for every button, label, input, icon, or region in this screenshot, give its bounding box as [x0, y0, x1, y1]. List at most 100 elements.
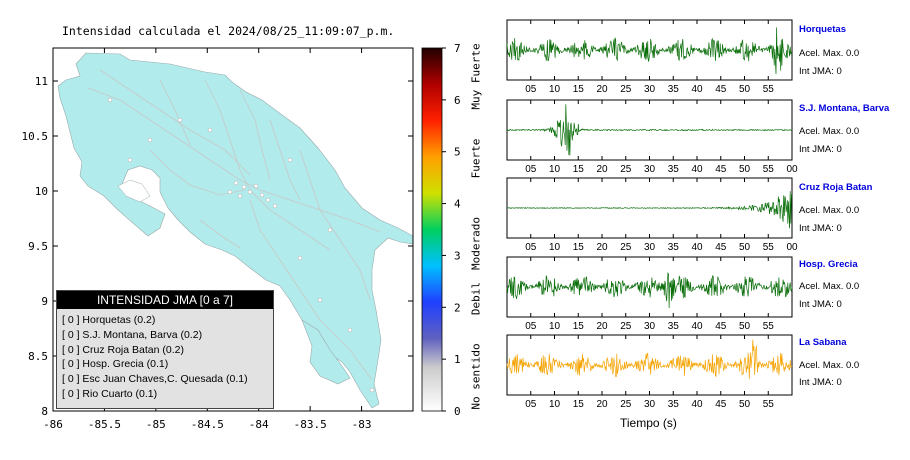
- map-x-tick-label: -83.5: [294, 418, 327, 431]
- colorbar-tick-label: 4: [454, 198, 461, 211]
- time-tick-label: 40: [691, 84, 703, 95]
- time-tick-label: 10: [549, 242, 561, 253]
- time-tick-label: 10: [549, 84, 561, 95]
- colorbar-tick-label: 1: [454, 353, 461, 366]
- time-tick-label: 10: [549, 321, 561, 332]
- legend-item: [ 0 ] S.J. Montana, Barva (0.2): [62, 328, 203, 341]
- map-y-axis: 8 8.5 9 9.5 10 10.5 11: [22, 75, 413, 418]
- seismogram-panel: 05 10 15 20 25 30 35 40 45 50 55 00: [506, 177, 798, 253]
- map-y-tick-label: 11: [35, 75, 48, 88]
- time-tick-label: 10: [549, 164, 561, 175]
- station-jma: Int JMA: 0: [799, 223, 842, 234]
- time-tick-label: 05: [525, 84, 537, 95]
- time-tick-label: 45: [715, 321, 727, 332]
- time-tick-label: 25: [620, 399, 632, 410]
- map-y-tick-label: 10.5: [22, 130, 49, 143]
- time-tick-label: 35: [668, 321, 680, 332]
- map-x-tick-label: -85: [146, 418, 166, 431]
- time-tick-label: 20: [596, 321, 608, 332]
- intensity-legend: INTENSIDAD JMA [0 a 7] [ 0 ] Horquetas (…: [56, 290, 274, 409]
- time-tick-label: 05: [525, 164, 537, 175]
- map-y-tick-label: 9: [41, 295, 48, 308]
- map-x-tick-label: -83: [352, 418, 372, 431]
- time-tick-label: 25: [620, 84, 632, 95]
- legend-item: [ 0 ] Rio Cuarto (0.1): [62, 387, 158, 400]
- map-x-axis: -86 -85.5 -85 -84.5 -84 -83.5 -83: [43, 48, 372, 431]
- time-tick-label: 50: [739, 164, 751, 175]
- legend-item: [ 0 ] Hosp. Grecia (0.1): [62, 358, 169, 371]
- time-tick-label: 45: [715, 164, 727, 175]
- time-tick-label: 05: [525, 321, 537, 332]
- station-name-grecia: Hosp. Grecia: [799, 259, 858, 270]
- time-tick-label: 55: [763, 242, 775, 253]
- map-title: Intensidad calculada el 2024/08/25_11:09…: [62, 24, 395, 38]
- seismogram-trace: [506, 191, 793, 229]
- seismogram-trace: [506, 104, 793, 156]
- station-accel: Acel. Max. 0.0: [799, 360, 860, 371]
- map-y-tick-label: 9.5: [28, 240, 48, 253]
- seismogram-trace: [506, 339, 793, 379]
- time-tick-label: 05: [525, 399, 537, 410]
- colorbar-label-moderado: Moderado: [469, 217, 483, 270]
- colorbar-tick-label: 5: [454, 146, 461, 159]
- time-tick-label: 30: [644, 164, 656, 175]
- time-tick-label: 40: [691, 321, 703, 332]
- roads-layer: [87, 69, 381, 381]
- time-tick-label: 55: [763, 164, 775, 175]
- time-tick-label: 25: [620, 164, 632, 175]
- legend-list: [ 0 ] Horquetas (0.2) [ 0 ] S.J. Montana…: [57, 309, 273, 402]
- seismogram-panel: 05 10 15 20 25 30 35 40 45 50 55: [506, 334, 793, 410]
- time-tick-label: 35: [668, 84, 680, 95]
- colorbar-tick-label: 6: [454, 94, 461, 107]
- station-jma: Int JMA: 0: [799, 144, 842, 155]
- time-tick-label: 55: [763, 399, 775, 410]
- colorbar-label-muy-fuerte: Muy Fuerte: [469, 43, 483, 110]
- map-y-tick-label: 8: [41, 405, 48, 418]
- time-tick-label: 10: [549, 399, 561, 410]
- time-tick-label: 35: [668, 399, 680, 410]
- station-accel: Acel. Max. 0.0: [799, 281, 860, 292]
- time-tick-label: 50: [739, 399, 751, 410]
- time-tick-label: 50: [739, 242, 751, 253]
- time-tick-label: 55: [763, 84, 775, 95]
- colorbar-tick-label: 3: [454, 249, 461, 262]
- seismogram-panel: 05 10 15 20 25 30 35 40 45 50 55 00: [506, 99, 798, 175]
- time-tick-label: 15: [573, 242, 585, 253]
- time-tick-label: 00: [786, 164, 798, 175]
- osa-peninsula: [301, 319, 351, 385]
- colorbar-label-no-sentido: No sentido: [469, 343, 483, 410]
- time-tick-label: 50: [739, 321, 751, 332]
- colorbar-tick-label: 7: [454, 42, 461, 55]
- map-y-tick-label: 8.5: [28, 350, 48, 363]
- time-tick-label: 35: [668, 164, 680, 175]
- time-tick-label: 55: [763, 321, 775, 332]
- time-tick-label: 15: [573, 321, 585, 332]
- station-name-cruz-roja: Cruz Roja Batan: [799, 182, 873, 193]
- map-frame: [52, 47, 414, 412]
- colorbar-tick-label: 0: [454, 405, 461, 418]
- time-tick-label: 25: [620, 242, 632, 253]
- time-tick-label: 45: [715, 84, 727, 95]
- time-axis-label: Tiempo (s): [620, 416, 677, 430]
- station-name-la-sabana: La Sabana: [799, 337, 847, 348]
- legend-item: [ 0 ] Horquetas (0.2): [62, 314, 156, 326]
- time-tick-label: 40: [691, 242, 703, 253]
- time-tick-label: 40: [691, 164, 703, 175]
- station-name-sj-montana: S.J. Montana, Barva: [799, 103, 890, 114]
- map-x-tick-label: -84.5: [191, 418, 224, 431]
- time-tick-label: 45: [715, 399, 727, 410]
- gulf-shape: [117, 179, 151, 203]
- map-y-tick-label: 10: [35, 185, 48, 198]
- station-jma: Int JMA: 0: [799, 299, 842, 310]
- seismogram-panel: 05 10 15 20 25 30 35 40 45 50 55: [506, 19, 793, 95]
- time-tick-label: 25: [620, 321, 632, 332]
- time-tick-label: 40: [691, 399, 703, 410]
- seismogram-trace: [506, 272, 793, 309]
- map-x-tick-label: -84: [249, 418, 269, 431]
- seismogram-trace: [506, 27, 793, 75]
- time-tick-label: 30: [644, 84, 656, 95]
- map-x-tick-label: -85.5: [88, 418, 121, 431]
- time-tick-label: 50: [739, 84, 751, 95]
- time-tick-label: 15: [573, 84, 585, 95]
